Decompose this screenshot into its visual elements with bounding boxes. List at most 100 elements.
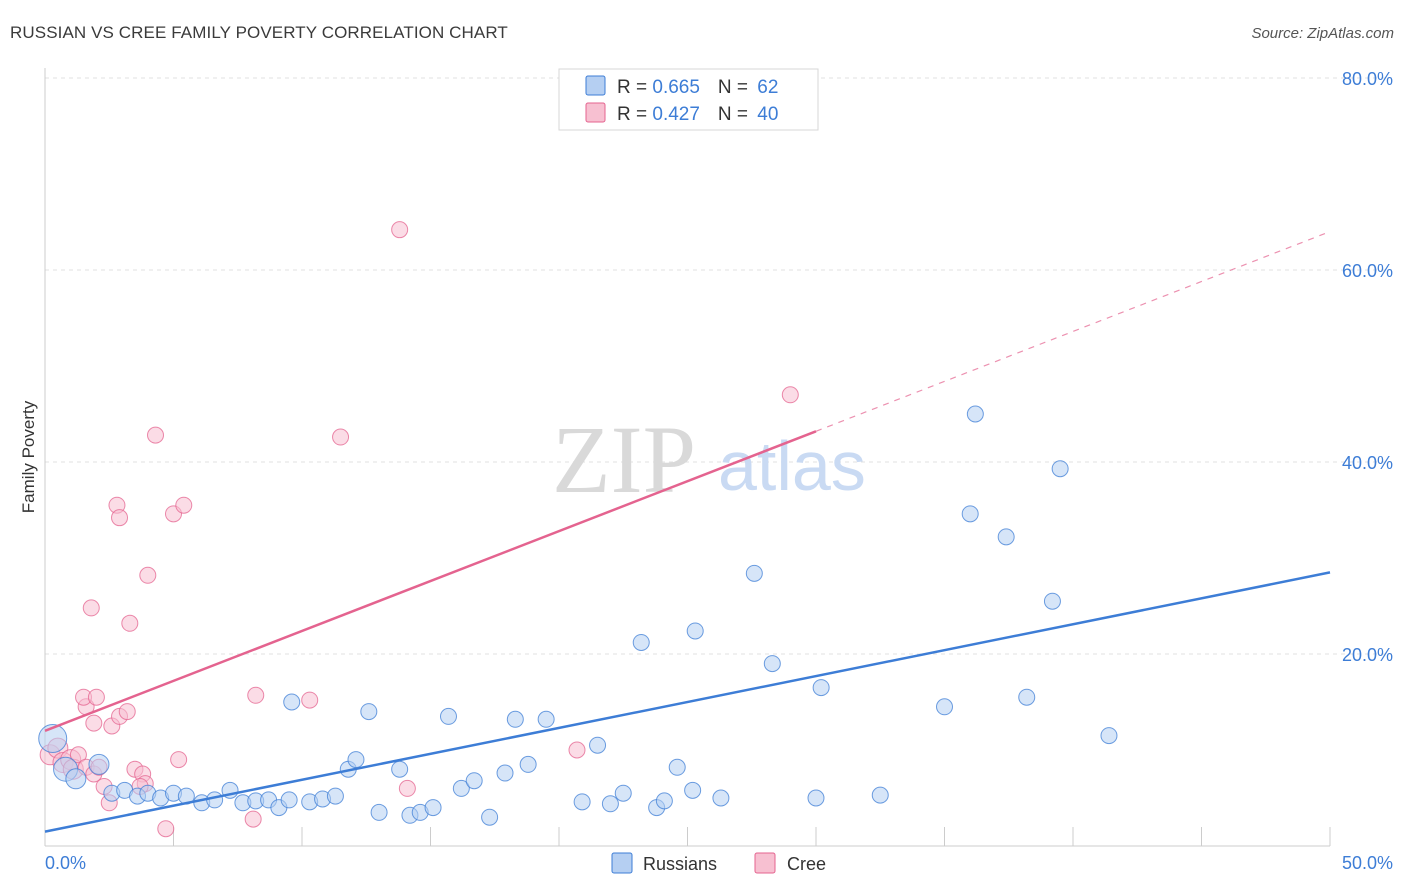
x-tick-label: 0.0% (45, 853, 86, 873)
russian-point (812, 679, 830, 697)
cree-point (781, 386, 799, 404)
russian-point (601, 795, 619, 813)
russian-point (871, 786, 889, 804)
russian-point (347, 751, 365, 769)
cree-point (332, 428, 350, 446)
russian-point (655, 792, 673, 810)
russian-point (684, 781, 702, 799)
russians-trend-line (44, 571, 1331, 833)
russian-point (1100, 727, 1118, 745)
y-axis-label: Family Poverty (19, 400, 38, 513)
legend-swatch-russians (585, 75, 606, 96)
russian-point (326, 787, 344, 805)
russian-point (452, 779, 470, 797)
cree-point (175, 496, 193, 514)
cree-point (247, 686, 265, 704)
source-label: Source: ZipAtlas.com (1251, 25, 1394, 42)
legend-row-cree: R = 0.427 N = 40 (617, 104, 778, 125)
legend-r-label: R = (617, 104, 652, 125)
chart-title: RUSSIAN VS CREE FAMILY POVERTY CORRELATI… (10, 23, 508, 42)
russian-point (537, 710, 555, 728)
russian-point (632, 633, 650, 651)
y-tick-label: 20.0% (1342, 645, 1393, 665)
legend-n-label: N = (718, 77, 753, 98)
cree-point (139, 566, 157, 584)
cree-trend-line (44, 430, 817, 732)
cree-point (244, 810, 262, 828)
russian-point (589, 736, 607, 754)
russian-point (283, 693, 301, 711)
cree-point (111, 509, 129, 527)
trend-lines (44, 231, 1331, 833)
y-tick-label: 60.0% (1342, 261, 1393, 281)
legend-n-value: 40 (757, 104, 778, 125)
legend-bottom-label-cree: Cree (787, 854, 826, 874)
russian-point (88, 753, 110, 775)
russian-point (1043, 592, 1061, 610)
russian-point (280, 791, 298, 809)
cree-point (121, 614, 139, 632)
russian-point (439, 707, 457, 725)
cree-point (85, 714, 103, 732)
cree-point (87, 688, 105, 706)
cree-point (118, 703, 136, 721)
russian-point (206, 791, 224, 809)
russian-point (424, 799, 442, 817)
russian-point (506, 710, 524, 728)
legend-bottom: Russians Cree (611, 852, 826, 874)
cree-point (157, 820, 175, 838)
y-tick-label: 40.0% (1342, 453, 1393, 473)
cree-point (82, 599, 100, 617)
x-tick-labels: 0.0% 50.0% (45, 853, 1393, 873)
cree-point (568, 741, 586, 759)
russian-point (745, 564, 763, 582)
legend-r-label: R = (617, 77, 652, 98)
cree-point (398, 779, 416, 797)
russian-point (360, 703, 378, 721)
russian-point (391, 760, 409, 778)
grid-lines (45, 77, 1392, 655)
watermark-atlas: atlas (718, 427, 866, 505)
legend-bottom-swatch-russians (611, 852, 633, 874)
russian-point (65, 768, 87, 790)
legend-swatch-cree (585, 102, 606, 123)
cree-point (69, 746, 87, 764)
legend-n-label: N = (718, 104, 753, 125)
russian-point (614, 784, 632, 802)
russian-point (997, 528, 1015, 546)
legend-bottom-label-russians: Russians (643, 854, 717, 874)
cree-trend-extension (815, 231, 1331, 432)
legend-n-value: 62 (757, 77, 778, 98)
legend-r-value: 0.427 (652, 104, 700, 125)
russian-points (38, 405, 1118, 826)
russian-point (686, 622, 704, 640)
cree-point (170, 751, 188, 769)
legend-bottom-swatch-cree (754, 852, 776, 874)
cree-points (39, 221, 799, 838)
watermark: ZIP atlas (552, 406, 866, 513)
x-tick-label: 50.0% (1342, 853, 1393, 873)
cree-point (391, 221, 409, 239)
russian-point (712, 789, 730, 807)
russian-point (763, 655, 781, 673)
russian-point (496, 764, 514, 782)
russian-point (961, 505, 979, 523)
y-tick-label: 80.0% (1342, 69, 1393, 89)
russian-point (370, 803, 388, 821)
y-tick-labels: 20.0% 40.0% 60.0% 80.0% (1342, 69, 1393, 665)
watermark-zip: ZIP (552, 406, 696, 513)
russian-point (936, 698, 953, 716)
russian-point (481, 808, 499, 826)
legend-row-russians: R = 0.665 N = 62 (617, 77, 778, 98)
russian-point (519, 755, 537, 773)
russian-point (573, 793, 591, 811)
russian-point (966, 405, 984, 423)
russian-point (1018, 688, 1036, 706)
russian-point (1051, 460, 1069, 478)
legend-r-value: 0.665 (652, 77, 700, 98)
russian-point (465, 772, 483, 790)
russian-point (668, 758, 686, 776)
cree-point (147, 426, 165, 444)
russian-point (807, 789, 825, 807)
